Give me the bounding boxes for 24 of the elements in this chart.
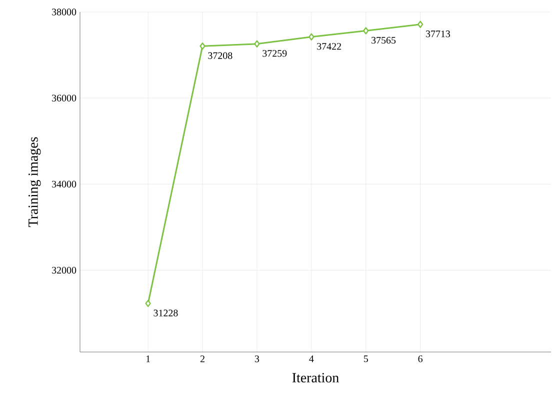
point	[363, 27, 369, 34]
point	[200, 42, 206, 50]
data-label: 37259	[262, 50, 287, 57]
x-tick-label: 3	[254, 356, 260, 362]
point	[308, 33, 314, 40]
y-tick-label: 36000	[52, 94, 76, 102]
data-label: 37422	[317, 43, 341, 50]
point	[254, 40, 260, 48]
data-label: 37713	[426, 30, 450, 38]
x-tick-label: 2	[200, 356, 204, 362]
y-tick-label: 38000	[52, 8, 76, 16]
data-label: 37208	[208, 52, 232, 59]
x-axis-title: Iteration	[292, 373, 339, 382]
x-tick-label: 4	[309, 356, 314, 362]
x-tick-label: 6	[418, 356, 423, 362]
point	[145, 300, 151, 308]
x-tick-label: 1	[146, 356, 150, 362]
data-label: 37565	[372, 36, 396, 44]
point	[417, 20, 424, 28]
y-axis-title: Training images	[28, 137, 41, 228]
x-tick-label: 5	[364, 356, 368, 362]
y-tick-label: 34000	[52, 180, 76, 188]
data-label: 31228	[154, 310, 178, 316]
y-tick-label: 32000	[52, 266, 76, 274]
